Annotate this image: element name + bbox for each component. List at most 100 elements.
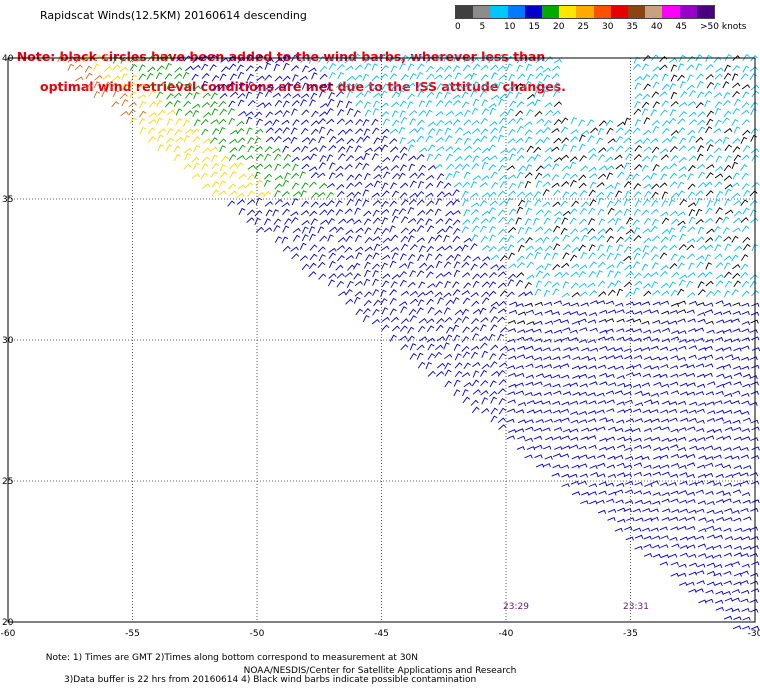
wind-barb [238, 110, 247, 117]
wind-barb [265, 58, 274, 64]
wind-barb [498, 397, 506, 405]
wind-barb [480, 235, 488, 243]
wind-barb [435, 281, 443, 288]
wind-barb [650, 109, 658, 117]
wind-barb [525, 374, 535, 379]
wind-barb [551, 236, 560, 243]
wind-barb [407, 63, 415, 71]
wind-barb [742, 499, 751, 504]
wind-barb [254, 171, 261, 179]
wind-barb [462, 389, 469, 397]
wind-barb [526, 409, 536, 414]
wind-barb [696, 408, 705, 413]
wind-barb [273, 224, 281, 232]
wind-barb [119, 66, 128, 72]
wind-barb [588, 270, 596, 278]
wind-barb [444, 369, 452, 377]
wind-barb [472, 225, 480, 233]
wind-barb [480, 390, 489, 396]
wind-barb [480, 128, 489, 135]
wind-barb [470, 345, 480, 351]
wind-barb [138, 56, 147, 62]
wind-barb [491, 370, 500, 377]
wind-barb [725, 354, 734, 359]
wind-barb [230, 129, 239, 135]
wind-barb [751, 426, 760, 431]
wind-barb [569, 173, 578, 180]
wind-barb [570, 419, 579, 424]
wind-barb [678, 54, 686, 62]
wind-barb [587, 135, 595, 143]
wind-barb [462, 219, 471, 225]
wind-barb [732, 90, 740, 98]
wind-barb [704, 217, 714, 224]
wind-barb [732, 302, 741, 307]
wind-barb [617, 444, 626, 449]
wind-barb [425, 100, 433, 108]
wind-barb [606, 146, 615, 153]
wind-barb [362, 199, 370, 207]
wind-barb [443, 261, 452, 268]
wind-barb [452, 297, 460, 305]
wind-barb [518, 165, 526, 172]
wind-barb [346, 182, 354, 189]
wind-barb [318, 90, 326, 98]
wind-barb [698, 356, 707, 361]
wind-barb [614, 209, 623, 216]
wind-barb [508, 208, 517, 216]
wind-barb [364, 147, 373, 153]
wind-barb [524, 129, 533, 136]
wind-barb [256, 75, 265, 81]
wind-barb [552, 347, 561, 352]
wind-barb [544, 263, 552, 271]
wind-barb [740, 472, 749, 477]
legend-label: 25 [577, 22, 589, 32]
wind-barb [444, 65, 452, 72]
wind-barb [743, 516, 752, 521]
wind-barb [724, 409, 733, 414]
wind-barb [732, 310, 741, 315]
wind-barb [705, 237, 714, 243]
wind-barb [463, 255, 471, 262]
wind-barb [731, 455, 740, 460]
wind-barb [434, 253, 443, 260]
wind-barb [724, 188, 732, 196]
wind-barb [607, 508, 617, 513]
wind-barb [346, 145, 354, 153]
wind-barb [724, 319, 733, 324]
wind-barb [652, 81, 660, 89]
wind-barb [632, 219, 640, 226]
wind-barb [434, 208, 442, 216]
wind-barb [373, 173, 382, 180]
wind-barb [560, 408, 570, 413]
wind-barb [525, 345, 534, 350]
wind-barb [445, 225, 453, 233]
wind-barb [650, 508, 659, 513]
wind-barb [741, 436, 751, 441]
wind-barb [191, 73, 199, 81]
wind-barb [452, 94, 461, 100]
wind-barb [733, 381, 742, 386]
wind-barb [695, 489, 705, 494]
wind-barb [606, 446, 616, 451]
wind-barb [336, 90, 344, 98]
wind-barb [641, 164, 649, 172]
wind-barb [668, 408, 678, 413]
wind-barb [652, 492, 661, 496]
wind-barb [544, 209, 552, 217]
wind-barb [472, 273, 480, 280]
wind-barb [614, 280, 622, 288]
wind-barb [443, 307, 451, 315]
wind-barb [661, 426, 670, 431]
wind-barb [705, 73, 714, 80]
wind-barb [508, 263, 517, 269]
wind-barb [545, 436, 554, 441]
wind-barb [706, 110, 715, 118]
wind-barb [281, 190, 290, 197]
wind-barb [381, 200, 389, 208]
wind-barb [642, 174, 651, 181]
wind-barb [317, 191, 326, 198]
wind-barb [229, 138, 238, 144]
wind-barb [218, 180, 226, 188]
wind-barb [661, 383, 670, 388]
